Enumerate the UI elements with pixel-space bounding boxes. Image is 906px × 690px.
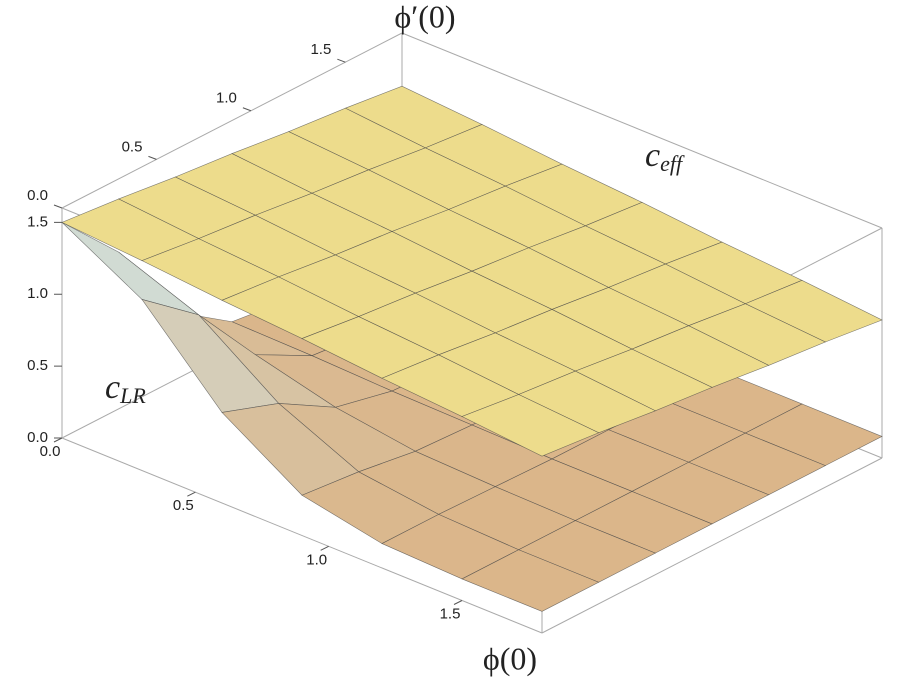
box-edge <box>541 457 883 634</box>
ticks: 0.0 0.5 1.0 1.5 0.0 0.5 1.0 1.5 0.0 0.5 1.0 1.5 <box>27 41 463 622</box>
y-tick <box>337 58 346 63</box>
y-tick <box>242 107 252 112</box>
surface-label: cLR <box>105 369 146 408</box>
z-tick-label: 1.0 <box>27 285 48 302</box>
surface-patch <box>461 394 600 457</box>
surfaces <box>61 85 883 612</box>
x-tick-label: 0.0 <box>40 443 61 460</box>
y-tick <box>53 204 63 209</box>
surface-patch <box>461 549 600 612</box>
x-tick <box>320 545 329 551</box>
x-tick <box>53 437 63 443</box>
z-tick-label: 0.0 <box>27 429 48 446</box>
surface-label: ceff <box>645 137 685 176</box>
x-tick-label: 1.5 <box>440 605 461 622</box>
y-axis-label: ϕ′(0) <box>394 0 455 34</box>
label-sub: LR <box>119 383 146 408</box>
z-tick-label: 1.5 <box>27 213 48 230</box>
box-edge <box>401 32 883 229</box>
y-tick-label: 0.0 <box>27 187 48 204</box>
y-tick-label: 0.5 <box>122 138 143 155</box>
x-axis-label: ϕ(0) <box>483 640 537 676</box>
x-tick <box>453 600 463 605</box>
y-tick <box>148 155 157 160</box>
label-sub: eff <box>660 151 685 176</box>
label-main: c <box>105 369 120 406</box>
y-tick-label: 1.0 <box>216 90 237 107</box>
label-main: c <box>645 137 660 174</box>
x-tick-label: 1.0 <box>306 551 327 568</box>
y-tick-label: 1.5 <box>310 41 331 58</box>
x-tick <box>187 491 196 497</box>
z-tick-label: 0.5 <box>27 357 48 374</box>
x-tick-label: 0.5 <box>173 497 194 514</box>
